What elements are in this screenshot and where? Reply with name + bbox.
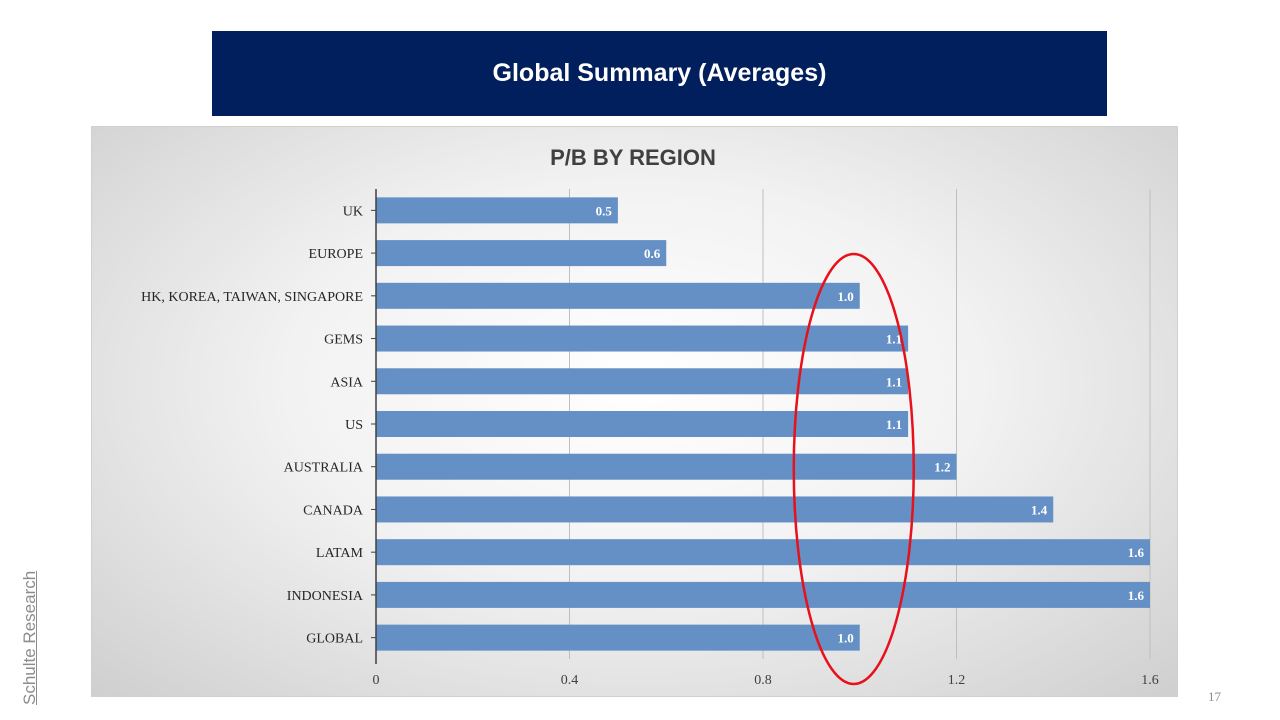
bar [376, 368, 909, 395]
data-label: 1.1 [886, 332, 902, 347]
page-number: 17 [1208, 689, 1221, 704]
axes: 0 0.4 0.8 1.2 1.6 UK EUROPE HK, KOREA, TAIWAN, … [141, 189, 1159, 688]
slide-title: Global Summary (Averages) [492, 59, 827, 87]
bar [376, 496, 1054, 523]
highlight [792, 252, 915, 686]
data-label: 1.1 [886, 374, 902, 389]
data-label: 1.6 [1128, 588, 1145, 603]
category-label: EUROPE [309, 247, 363, 262]
category-label: UK [343, 204, 363, 219]
bar [376, 240, 667, 267]
data-label: 1.0 [838, 631, 854, 646]
category-label: ASIA [330, 375, 364, 390]
category-label: CANADA [303, 503, 364, 518]
data-label: 1.6 [1128, 545, 1145, 560]
bar [376, 325, 909, 352]
bars: 0.5 0.6 1.0 1.1 1.1 1.1 1.2 1.4 1.6 1.6 1.0 [376, 197, 1150, 651]
highlight-ellipse [792, 252, 915, 686]
bar [376, 581, 1150, 608]
data-label: 1.0 [838, 289, 854, 304]
side-label: Schulte Research [20, 570, 39, 705]
bar [376, 624, 860, 651]
bar [376, 539, 1150, 566]
chart-title: P/B BY REGION [550, 145, 716, 170]
x-tick-label: 1.2 [948, 673, 966, 688]
data-label: 0.5 [596, 203, 613, 218]
bar [376, 197, 618, 224]
bar [376, 282, 860, 309]
bar [376, 453, 957, 480]
x-tick-label: 1.6 [1141, 673, 1159, 688]
category-label: GEMS [324, 333, 363, 348]
bar [376, 411, 909, 437]
data-label: 1.4 [1031, 502, 1048, 517]
category-label: HK, KOREA, TAIWAN, SINGAPORE [141, 290, 363, 305]
data-label: 0.6 [644, 246, 661, 261]
title-banner: Global Summary (Averages) [212, 31, 1107, 116]
category-label: GLOBAL [306, 632, 363, 647]
category-label: INDONESIA [287, 589, 364, 604]
x-tick-label: 0.4 [561, 673, 579, 688]
data-label: 1.2 [934, 460, 950, 475]
category-label: LATAM [316, 546, 364, 561]
category-label: US [345, 418, 363, 433]
category-label: AUSTRALIA [284, 461, 364, 476]
x-tick-label: 0.8 [754, 673, 772, 688]
data-label: 1.1 [886, 417, 902, 432]
x-tick-label: 0 [373, 673, 380, 688]
